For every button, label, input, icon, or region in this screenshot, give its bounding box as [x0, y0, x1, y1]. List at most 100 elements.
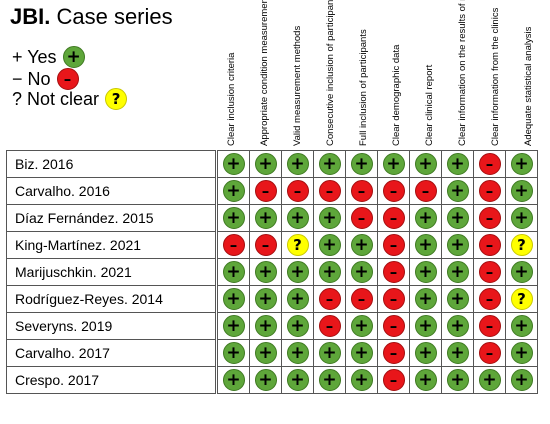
rating-cell: + [281, 258, 314, 286]
yes-icon: + [350, 153, 373, 175]
criterion-label: Clear inclusion criteria [226, 52, 237, 146]
yes-icon: + [510, 153, 533, 175]
criterion-label: Appropriate condition measurement [259, 0, 270, 146]
rating-cell: – [473, 339, 506, 367]
rating-cell: ? [505, 285, 538, 313]
yes-icon: + [318, 342, 341, 364]
table-row: Carvalho. 2016 [6, 177, 216, 205]
no-icon: – [478, 234, 501, 256]
rating-cell: + [249, 204, 282, 232]
no-icon: – [382, 315, 405, 337]
yes-icon: + [222, 315, 245, 337]
rating-cell: + [217, 312, 250, 340]
yes-icon: + [446, 207, 469, 229]
rating-cell: + [313, 231, 346, 259]
rating-cell: + [505, 366, 538, 394]
rating-cell: + [345, 312, 378, 340]
no-icon: – [318, 180, 341, 202]
study-name: Carvalho. 2016 [6, 177, 216, 205]
rating-cell: – [345, 177, 378, 205]
no-icon: – [350, 180, 373, 202]
rating-cell: + [505, 258, 538, 286]
rating-cell: + [409, 285, 442, 313]
rating-cell: – [345, 285, 378, 313]
table-row: King-Martínez. 2021 [6, 231, 216, 259]
yes-icon: + [446, 234, 469, 256]
no-icon: – [478, 342, 501, 364]
rating-cell: – [313, 312, 346, 340]
yes-icon: + [350, 342, 373, 364]
yes-icon: + [286, 369, 309, 391]
not-clear-icon: ? [510, 288, 533, 310]
rating-cell: + [217, 366, 250, 394]
table-row: – –? + + – + + –? [217, 231, 538, 259]
rating-cell: + [409, 204, 442, 232]
rating-cell: + [441, 177, 474, 205]
rating-cell: + [441, 312, 474, 340]
yes-icon: + [222, 342, 245, 364]
criterion-label: Adequate statistical analysis [523, 26, 534, 146]
rating-cell: – [473, 312, 506, 340]
no-icon: – [56, 68, 79, 90]
no-icon: – [254, 234, 277, 256]
rating-cell: – [377, 231, 410, 259]
rating-cell: + [217, 204, 250, 232]
rating-cell: + [505, 150, 538, 178]
criterion-header: Clear information from the clinics [481, 4, 513, 146]
rating-cell: + [345, 150, 378, 178]
yes-icon: + [446, 315, 469, 337]
rating-cell: + [313, 150, 346, 178]
criterion-label: Clear clinical report [424, 64, 435, 146]
rating-cell: + [441, 366, 474, 394]
rating-cell: + [281, 366, 314, 394]
table-row: + + + + – – + + – + [217, 204, 538, 232]
criterion-label: Clear information on the results of moni… [457, 0, 468, 146]
table-row: Carvalho. 2017 [6, 339, 216, 367]
yes-icon: + [222, 261, 245, 283]
table-row: + + + + + – + + – + [217, 258, 538, 286]
study-name: Rodríguez-Reyes. 2014 [6, 285, 216, 313]
yes-icon: + [510, 315, 533, 337]
no-icon: – [382, 261, 405, 283]
rating-cell: + [409, 312, 442, 340]
legend-no: − No – [12, 66, 79, 92]
no-icon: – [478, 261, 501, 283]
rating-cell: + [281, 312, 314, 340]
criterion-header: Clear clinical report [415, 4, 447, 146]
rating-cell: + [249, 339, 282, 367]
table-row: Rodríguez-Reyes. 2014 [6, 285, 216, 313]
table-row: Crespo. 2017 [6, 366, 216, 394]
yes-icon: + [286, 153, 309, 175]
rating-cell: + [441, 285, 474, 313]
yes-icon: + [446, 180, 469, 202]
no-icon: – [222, 234, 245, 256]
yes-icon: + [350, 315, 373, 337]
criterion-label: Valid measurement methods [292, 25, 303, 146]
no-icon: – [382, 207, 405, 229]
rating-cell: + [217, 258, 250, 286]
criterion-label: Clear demographic data [391, 44, 402, 146]
rating-cell: + [313, 204, 346, 232]
rating-cell: + [313, 258, 346, 286]
rating-cell: – [409, 177, 442, 205]
criterion-header: Appropriate condition measurement [250, 0, 282, 146]
yes-icon: + [510, 180, 533, 202]
table-row: Marijuschkin. 2021 [6, 258, 216, 286]
yes-icon: + [254, 153, 277, 175]
yes-icon: + [286, 261, 309, 283]
no-icon: – [478, 315, 501, 337]
title-bold: JBI. [10, 4, 51, 29]
rating-cell: + [217, 285, 250, 313]
rating-cell: + [441, 258, 474, 286]
study-list: Biz. 2016 Carvalho. 2016 Díaz Fernández. 2… [6, 150, 216, 394]
rating-cell: – [473, 231, 506, 259]
not-clear-icon: ? [286, 234, 309, 256]
yes-icon: + [318, 153, 341, 175]
criterion-header: Clear inclusion criteria [217, 4, 249, 146]
study-name: Severyns. 2019 [6, 312, 216, 340]
legend-yes: + Yes + [12, 44, 85, 70]
no-icon: – [478, 180, 501, 202]
rating-cell: + [441, 150, 474, 178]
rating-cell: + [409, 258, 442, 286]
criterion-header: Clear demographic data [382, 4, 414, 146]
